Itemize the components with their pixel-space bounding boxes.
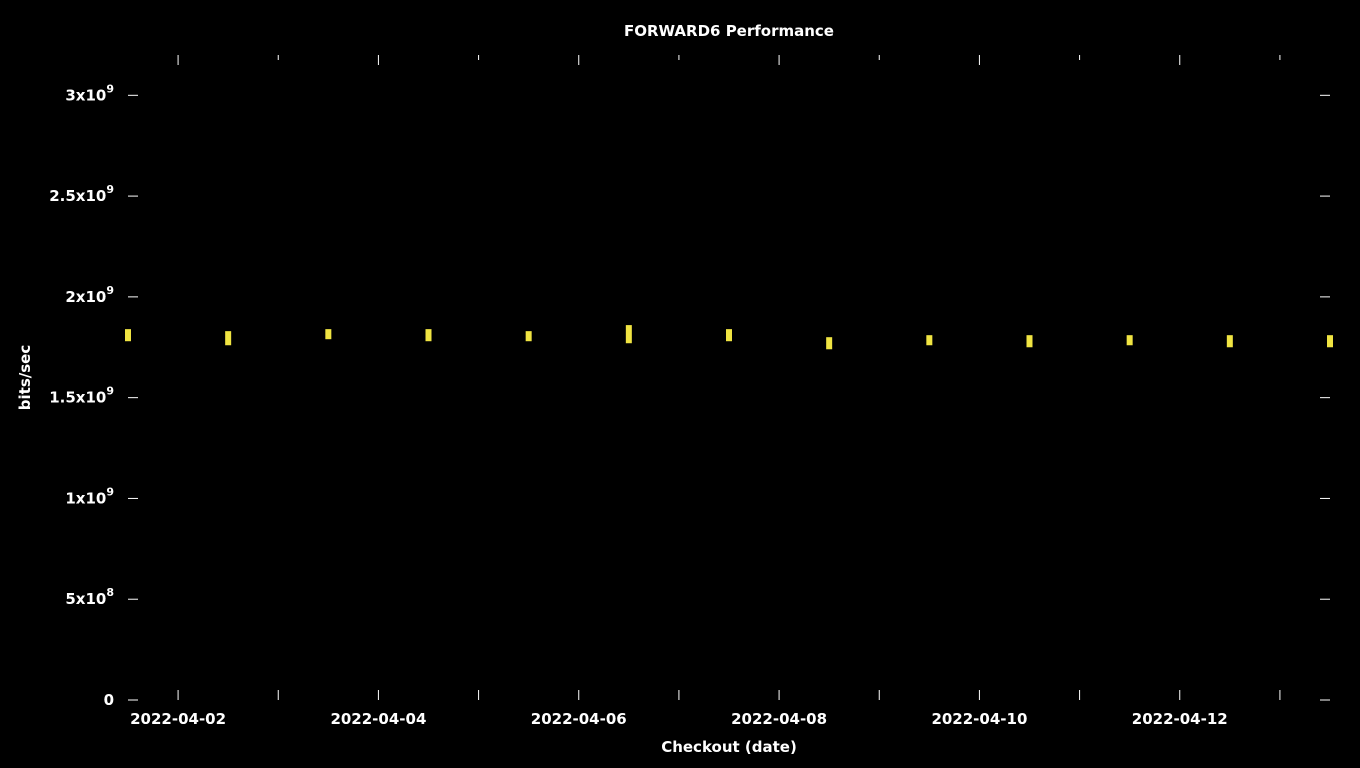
performance-chart: 2022-04-02 2022-04-04 2022-04-06 2022-04-08… xyxy=(0,0,1360,768)
y-tick-label: 1.5x109 xyxy=(49,385,114,407)
data-box xyxy=(125,329,131,341)
y-tick-label: 2.5x109 xyxy=(49,183,114,205)
x-tick-label: 2022-04-12 xyxy=(1132,710,1228,728)
x-tick-label: 2022-04-06 xyxy=(531,710,627,728)
data-box xyxy=(225,331,231,345)
data-box xyxy=(526,331,532,341)
x-tick-label: 2022-04-02 xyxy=(130,710,226,728)
x-tick-label: 2022-04-08 xyxy=(731,710,827,728)
y-tick-label: 0 xyxy=(104,691,114,709)
x-tick-label: 2022-04-04 xyxy=(330,710,426,728)
data-box xyxy=(726,329,732,341)
chart-title: FORWARD6 Performance xyxy=(624,22,834,40)
data-box xyxy=(826,337,832,349)
data-box xyxy=(1327,335,1333,347)
data-box xyxy=(1027,335,1033,347)
data-box xyxy=(626,325,632,343)
x-axis-label: Checkout (date) xyxy=(661,738,797,756)
data-box xyxy=(426,329,432,341)
data-box xyxy=(325,329,331,339)
data-box xyxy=(1127,335,1133,345)
data-box xyxy=(926,335,932,345)
x-tick-label: 2022-04-10 xyxy=(931,710,1027,728)
y-axis-label: bits/sec xyxy=(16,345,34,410)
data-box xyxy=(1227,335,1233,347)
